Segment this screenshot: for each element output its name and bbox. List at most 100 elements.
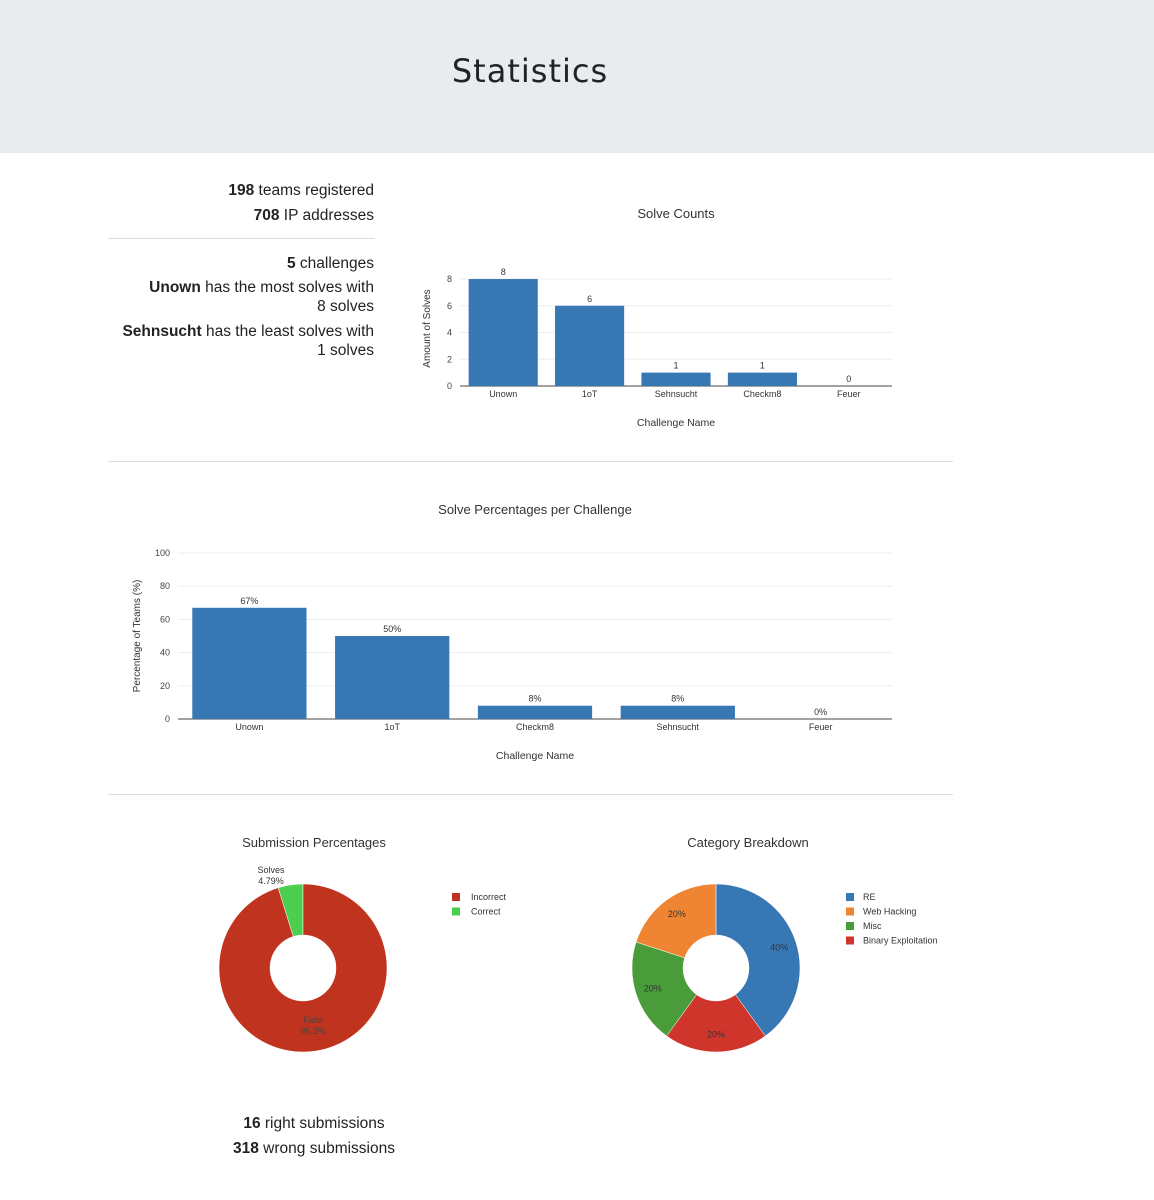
legend-swatch — [846, 893, 854, 901]
bar — [641, 372, 711, 386]
y-tick-label: 60 — [160, 614, 170, 624]
x-tick-label: Checkm8 — [516, 722, 554, 732]
ip-addresses: 708 IP addresses — [254, 206, 374, 225]
least-solves: Sehnsucht has the least solves with 1 so… — [122, 322, 374, 360]
y-tick-label: 4 — [447, 328, 452, 338]
right-label: right submissions — [260, 1115, 385, 1132]
data-label: 6 — [587, 294, 592, 304]
least-solves-name: Sehnsucht — [122, 323, 202, 340]
bar — [477, 705, 593, 719]
legend-label: RE — [863, 892, 876, 902]
data-label: 67% — [240, 596, 258, 606]
data-label: 8% — [671, 694, 684, 704]
bar — [335, 636, 450, 719]
legend-swatch — [452, 907, 460, 916]
legend-swatch — [452, 893, 460, 901]
x-tick-label: 1oT — [384, 722, 400, 732]
slice-pct-label: 95.2% — [300, 1026, 326, 1036]
x-tick-label: Sehnsucht — [655, 389, 698, 399]
y-tick-label: 100 — [155, 548, 170, 558]
slice-pct-label: 20% — [644, 984, 662, 994]
legend-label: Incorrect — [471, 892, 507, 902]
most-solves-name: Unown — [149, 279, 201, 296]
most-solves: Unown has the most solves with 8 solves — [149, 278, 374, 316]
pie-slice — [635, 883, 717, 959]
slice-pct-label: 40% — [770, 942, 788, 952]
bar — [468, 279, 538, 386]
x-tick-label: Sehnsucht — [657, 722, 700, 732]
page-header: Statistics — [0, 0, 1154, 153]
most-solves-count: 8 solves — [317, 298, 374, 315]
data-label: 0 — [846, 374, 851, 384]
solve-percentages-chart: Solve Percentages per Challenge 0 20 40 60 80… — [132, 502, 892, 762]
category-breakdown-chart: Category Breakdown 40% 20% 20% 20% RE Web Hack… — [631, 835, 938, 1053]
teams-count: 198 — [228, 182, 255, 199]
ips-label: IP addresses — [279, 207, 374, 224]
legend-swatch — [846, 922, 854, 930]
y-tick-label: 6 — [447, 301, 452, 311]
bar — [192, 607, 307, 719]
least-solves-count: 1 solves — [317, 342, 374, 359]
right-count: 16 — [243, 1115, 261, 1132]
divider — [108, 794, 953, 795]
legend-swatch — [846, 907, 854, 916]
teams-label: teams registered — [254, 182, 374, 199]
most-solves-text: has the most solves with — [200, 279, 374, 296]
slice-name-label: Fails — [303, 1015, 323, 1025]
legend-swatch — [846, 936, 854, 945]
divider — [108, 238, 375, 239]
wrong-submissions: 318 wrong submissions — [164, 1136, 464, 1161]
chart-title: Category Breakdown — [687, 835, 808, 850]
pie-slice — [631, 941, 697, 1037]
y-tick-label: 40 — [160, 648, 170, 658]
ips-count: 708 — [253, 207, 280, 224]
data-label: 8 — [501, 267, 506, 277]
chart-title: Solve Percentages per Challenge — [438, 502, 632, 517]
data-label: 1 — [673, 361, 678, 371]
legend-label: Binary Exploitation — [863, 936, 938, 946]
legend-label: Misc — [863, 921, 882, 931]
bar — [555, 305, 625, 386]
right-submissions: 16 right submissions — [164, 1111, 464, 1136]
x-tick-label: Unown — [489, 389, 517, 399]
bar — [727, 372, 797, 386]
slice-name-label: Solves — [257, 865, 285, 875]
x-tick-label: Feuer — [809, 722, 833, 732]
y-tick-label: 0 — [447, 381, 452, 391]
chart-title: Submission Percentages — [242, 835, 386, 850]
y-tick-label: 0 — [165, 714, 170, 724]
solve-counts-chart: Solve Counts 0 2 4 6 8 8 Unown 6 1oT 1 Sehnsucht 1 Ch… — [422, 206, 892, 429]
slice-pct-label: 4.79% — [258, 876, 284, 886]
y-tick-label: 80 — [160, 581, 170, 591]
y-axis-title: Percentage of Teams (%) — [132, 580, 143, 693]
challenges-label: challenges — [295, 255, 374, 272]
data-label: 0% — [814, 707, 827, 717]
x-axis-title: Challenge Name — [637, 417, 715, 429]
chart-title: Solve Counts — [637, 206, 715, 221]
x-tick-label: Feuer — [837, 389, 861, 399]
wrong-label: wrong submissions — [258, 1140, 395, 1157]
data-label: 8% — [528, 694, 541, 704]
x-tick-label: Unown — [235, 722, 263, 732]
submission-totals: 16 right submissions 318 wrong submissio… — [164, 1111, 464, 1161]
pie-slice — [715, 883, 801, 1037]
challenges-count-line: 5 challenges — [287, 254, 374, 273]
page-title: Statistics — [451, 52, 609, 90]
legend-label: Web Hacking — [863, 907, 916, 917]
challenges-count: 5 — [286, 255, 296, 272]
data-label: 1 — [760, 361, 765, 371]
pie-slice — [666, 994, 766, 1053]
divider — [108, 461, 953, 462]
pie-slice — [218, 883, 388, 1053]
x-axis-title: Challenge Name — [496, 750, 574, 762]
data-label: 50% — [383, 624, 401, 634]
slice-pct-label: 20% — [707, 1030, 725, 1040]
teams-registered: 198 teams registered — [228, 181, 374, 200]
x-tick-label: Checkm8 — [743, 389, 781, 399]
y-tick-label: 2 — [447, 354, 452, 364]
slice-pct-label: 20% — [668, 909, 686, 919]
x-tick-label: 1oT — [582, 389, 598, 399]
bar — [620, 705, 735, 719]
y-axis-title: Amount of Solves — [422, 289, 433, 367]
